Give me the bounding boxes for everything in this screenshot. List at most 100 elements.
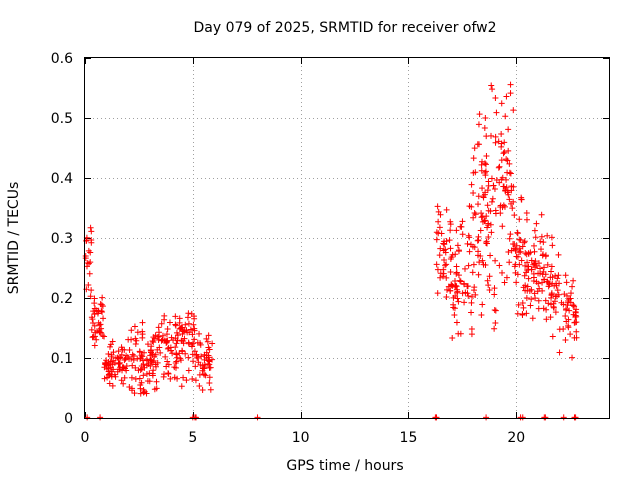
- data-point: [445, 283, 452, 290]
- data-point: [468, 309, 475, 316]
- data-point: [496, 262, 503, 269]
- data-point: [469, 243, 476, 250]
- data-point: [528, 296, 535, 303]
- data-point: [522, 250, 529, 257]
- data-point: [564, 292, 571, 299]
- data-point: [538, 211, 545, 218]
- y-tick-label: 0.3: [51, 231, 73, 247]
- data-point: [105, 350, 112, 357]
- data-point: [192, 377, 199, 384]
- data-point: [503, 93, 510, 100]
- data-point: [542, 252, 549, 259]
- data-point: [191, 336, 198, 343]
- data-point: [556, 326, 563, 333]
- data-point: [492, 139, 499, 146]
- data-point: [531, 242, 538, 249]
- data-point: [440, 247, 447, 254]
- data-point: [549, 333, 556, 340]
- data-point: [454, 288, 461, 295]
- data-point: [452, 284, 459, 291]
- data-point: [529, 315, 536, 322]
- data-point: [198, 353, 205, 360]
- data-point: [462, 265, 469, 272]
- data-point: [530, 278, 537, 285]
- data-point: [555, 251, 562, 258]
- data-point: [498, 100, 505, 107]
- data-point: [446, 237, 453, 244]
- data-point: [453, 263, 460, 270]
- data-point: [483, 133, 490, 140]
- data-point: [548, 294, 555, 301]
- data-point: [461, 281, 468, 288]
- data-point: [179, 324, 186, 331]
- data-point: [204, 338, 211, 345]
- data-point: [133, 337, 140, 344]
- data-point: [461, 299, 468, 306]
- data-point: [545, 283, 552, 290]
- data-point: [131, 323, 138, 330]
- data-point: [484, 187, 491, 194]
- data-point: [528, 266, 535, 273]
- data-point: [492, 133, 499, 140]
- data-point: [533, 220, 540, 227]
- data-point: [476, 111, 483, 118]
- data-point: [123, 352, 130, 359]
- data-point: [188, 341, 195, 348]
- data-point: [94, 310, 101, 317]
- data-point: [449, 334, 456, 341]
- data-point: [488, 82, 495, 89]
- data-point: [459, 290, 466, 297]
- data-point: [497, 210, 504, 217]
- data-point: [515, 301, 522, 308]
- data-point: [185, 367, 192, 374]
- data-point: [479, 301, 486, 308]
- data-point: [106, 343, 113, 350]
- data-point: [174, 375, 181, 382]
- data-point: [107, 364, 114, 371]
- data-point: [126, 384, 133, 391]
- data-point: [136, 375, 143, 382]
- data-point: [203, 335, 210, 342]
- data-point: [196, 383, 203, 390]
- data-point: [549, 274, 556, 281]
- data-point: [505, 191, 512, 198]
- data-point: [128, 387, 135, 394]
- data-point: [436, 224, 443, 231]
- data-point: [506, 235, 513, 242]
- data-point: [521, 239, 528, 246]
- data-point: [468, 181, 475, 188]
- data-point: [189, 375, 196, 382]
- data-point: [523, 310, 530, 317]
- data-point: [468, 293, 475, 300]
- data-point: [483, 213, 490, 220]
- data-point: [555, 272, 562, 279]
- data-point: [448, 254, 455, 261]
- y-axis-label: SRMTID / TECUs: [6, 182, 22, 295]
- data-point: [148, 343, 155, 350]
- data-point: [179, 330, 186, 337]
- data-point: [141, 364, 148, 371]
- data-point: [207, 364, 214, 371]
- data-point: [89, 316, 96, 323]
- data-point: [129, 351, 136, 358]
- data-point: [507, 231, 514, 238]
- data-point: [100, 315, 107, 322]
- data-point: [474, 237, 481, 244]
- data-point: [435, 218, 442, 225]
- data-point: [157, 349, 164, 356]
- data-point: [471, 209, 478, 216]
- data-point: [174, 354, 181, 361]
- data-point: [116, 354, 123, 361]
- data-point: [193, 414, 200, 421]
- data-point: [190, 358, 197, 365]
- data-point: [504, 157, 511, 164]
- data-point: [138, 352, 145, 359]
- data-point: [153, 363, 160, 370]
- data-point: [173, 340, 180, 347]
- data-point: [555, 291, 562, 298]
- data-point: [543, 316, 550, 323]
- data-point: [190, 321, 197, 328]
- data-point: [459, 231, 466, 238]
- data-point: [543, 306, 550, 313]
- data-point: [483, 153, 490, 160]
